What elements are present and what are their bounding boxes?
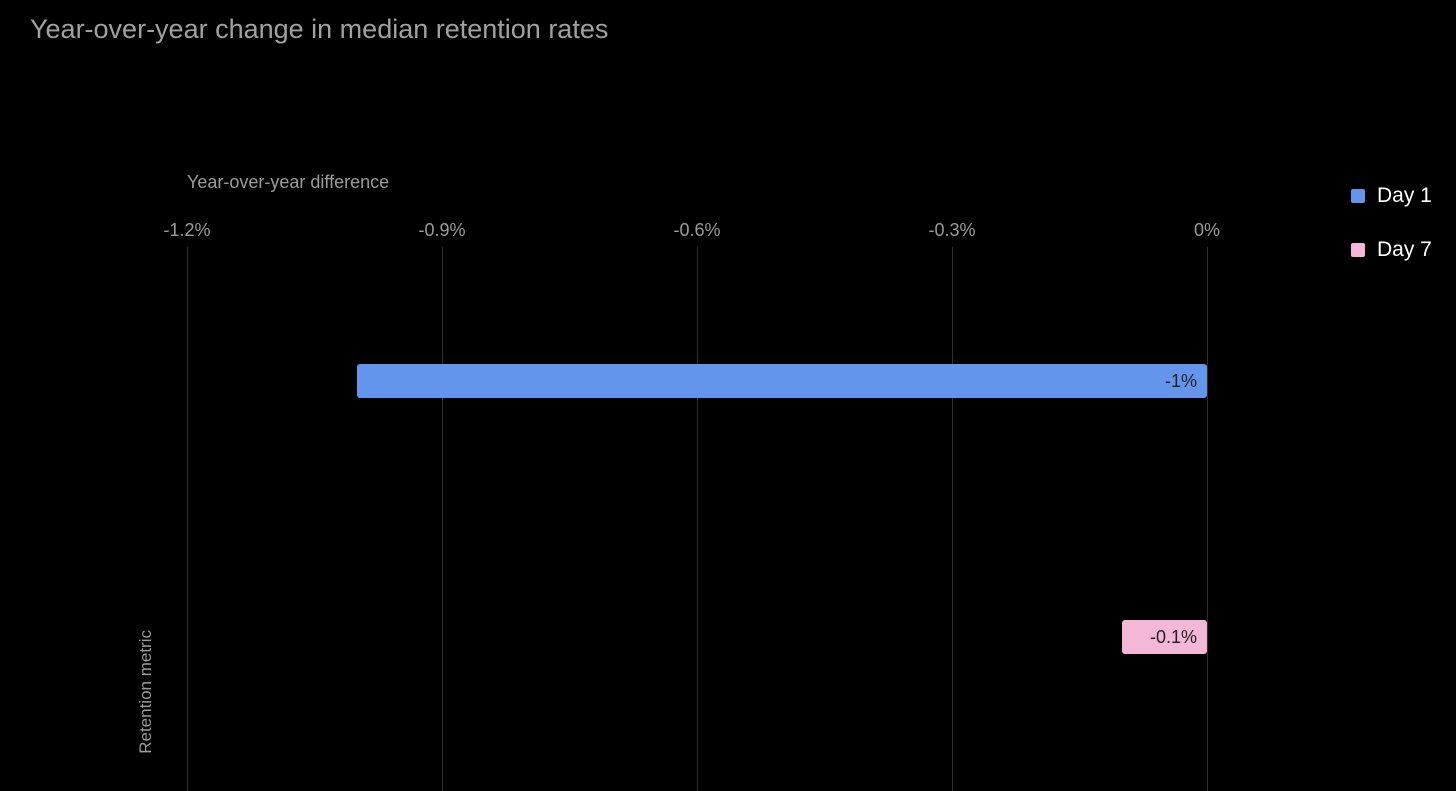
legend-label: Day 7 [1377,238,1432,262]
bar-value-label: -0.1% [1150,627,1197,648]
gridline [442,247,443,791]
x-tick-label: -1.2% [147,220,227,241]
x-tick-label: -0.3% [912,220,992,241]
legend-swatch [1351,189,1365,203]
bar-value-label: -1% [1165,371,1197,392]
x-tick-label: -0.6% [657,220,737,241]
bar-day-1 [357,364,1207,398]
gridline [187,247,188,791]
legend-label: Day 1 [1377,184,1432,208]
x-tick-label: 0% [1167,220,1247,241]
chart-title: Year-over-year change in median retentio… [30,14,608,45]
y-axis-title: Retention metric [136,630,156,754]
gridline [1207,247,1208,791]
x-axis-title: Year-over-year difference [187,172,389,193]
legend-swatch [1351,243,1365,257]
gridline [952,247,953,791]
x-tick-label: -0.9% [402,220,482,241]
gridline [697,247,698,791]
